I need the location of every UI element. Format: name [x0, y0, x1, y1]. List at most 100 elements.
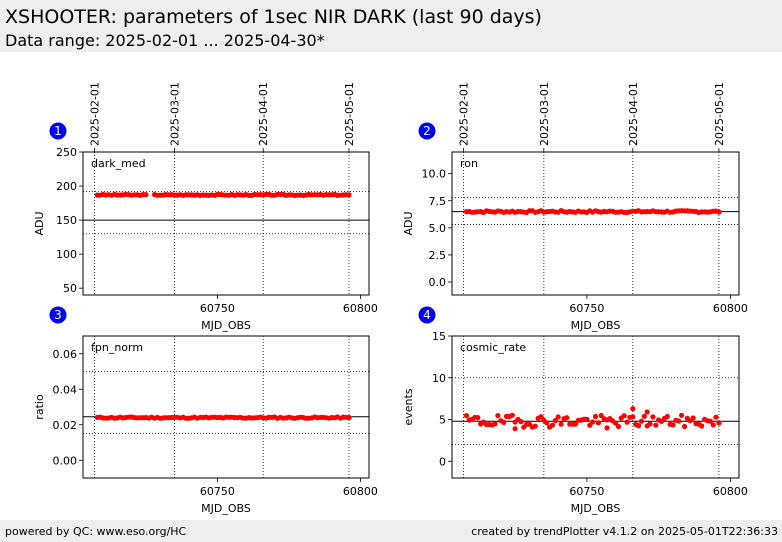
plot-frame	[82, 335, 370, 479]
panel-number-label: 1	[54, 124, 62, 138]
y-tick-label: 0.00	[53, 454, 78, 467]
plot-frame	[451, 335, 740, 479]
y-tick-label: 10.0	[422, 168, 447, 181]
panel-number-label: 2	[423, 124, 431, 138]
y-tick-label: 100	[56, 248, 77, 261]
data-point	[681, 423, 688, 430]
y-tick-label: 0.06	[53, 348, 78, 361]
data-point	[676, 418, 682, 424]
data-point	[495, 413, 501, 419]
data-point	[518, 419, 524, 425]
data-point	[532, 423, 538, 429]
y-tick-label: 200	[56, 180, 77, 193]
y-axis-label: ADU	[33, 211, 46, 235]
x-tick-label: 60750	[569, 485, 604, 498]
y-tick-label: 0.02	[53, 419, 78, 432]
data-point	[572, 421, 579, 427]
data-point	[512, 426, 518, 432]
data-point	[624, 419, 630, 425]
x-tick-label: 60800	[343, 302, 378, 315]
data-point	[615, 423, 622, 430]
data-point	[555, 414, 561, 420]
data-point	[664, 413, 670, 420]
data-point	[650, 414, 656, 420]
data-point	[564, 415, 570, 421]
data-point	[592, 413, 599, 420]
data-point	[492, 421, 498, 427]
x-tick-label: 60800	[713, 485, 748, 498]
date-tick-label: 2025-04-01	[257, 82, 270, 146]
x-tick-label: 60800	[343, 485, 378, 498]
y-tick-label: 10	[432, 372, 446, 385]
parameter-label: cosmic_rate	[460, 341, 526, 354]
panel-number-badge	[418, 306, 436, 324]
footer-credit: powered by QC: www.eso.org/HC	[5, 525, 187, 538]
panel-number-badge	[49, 306, 67, 324]
data-point	[346, 414, 352, 421]
data-point	[552, 418, 558, 424]
parameter-label: dark_med	[91, 157, 146, 170]
y-tick-label: 0.0	[429, 276, 447, 289]
x-axis-label: MJD_OBS	[571, 319, 621, 332]
data-point	[590, 419, 596, 425]
data-point	[558, 421, 564, 427]
footer-created: created by trendPlotter v4.1.2 on 2025-0…	[471, 525, 778, 538]
title-bar: XSHOOTER: parameters of 1sec NIR DARK (l…	[0, 0, 782, 52]
data-point	[621, 413, 627, 419]
data-point	[613, 420, 619, 426]
y-tick-label: 0	[439, 455, 446, 468]
date-tick-label: 2025-02-01	[88, 82, 101, 146]
data-point	[463, 413, 469, 419]
y-tick-label: 150	[56, 214, 77, 227]
data-point	[538, 414, 544, 420]
page-title: XSHOOTER: parameters of 1sec NIR DARK (l…	[5, 6, 542, 28]
x-axis-label: MJD_OBS	[201, 502, 251, 515]
panel-number-label: 4	[423, 308, 431, 322]
data-point	[475, 415, 481, 421]
data-point	[595, 420, 602, 426]
data-point	[143, 192, 149, 198]
page-subtitle: Data range: 2025-02-01 ... 2025-04-30*	[5, 31, 325, 50]
y-axis-label: ratio	[33, 394, 46, 420]
y-tick-label: 5.0	[429, 222, 447, 235]
data-point	[707, 418, 713, 424]
data-point	[690, 415, 696, 421]
x-axis-label: MJD_OBS	[201, 319, 251, 332]
data-point	[346, 192, 352, 198]
plot-frame	[82, 151, 370, 296]
parameter-label: fpn_norm	[91, 341, 143, 354]
data-point	[641, 413, 647, 419]
y-axis-label: ADU	[402, 211, 415, 235]
y-tick-label: 15	[432, 330, 446, 343]
date-tick-label: 2025-05-01	[713, 82, 726, 146]
data-point	[679, 412, 685, 418]
data-point	[630, 406, 636, 412]
date-tick-label: 2025-03-01	[169, 82, 182, 146]
data-point	[584, 416, 590, 422]
footer: powered by QC: www.eso.org/HC created by…	[0, 520, 782, 542]
chart-panel-ron: 2025-02-01 2025-03-01 2025-04-01 2025-05-01…	[402, 82, 748, 332]
y-tick-label: 0.04	[53, 383, 78, 396]
x-tick-label: 60800	[713, 302, 748, 315]
date-tick-label: 2025-02-01	[457, 82, 470, 146]
data-point	[647, 421, 653, 427]
y-tick-label: 2.5	[429, 249, 447, 262]
panel-number-label: 3	[54, 308, 62, 322]
data-point	[670, 422, 676, 428]
date-tick-label: 2025-05-01	[343, 82, 356, 146]
data-point	[638, 418, 645, 424]
data-point	[716, 209, 722, 215]
chart-panel-dark-med: 2025-02-01 2025-03-01 2025-04-01 2025-05-01…	[33, 82, 378, 332]
data-point	[604, 425, 610, 431]
date-tick-label: 2025-04-01	[627, 82, 640, 146]
x-axis-label: MJD_OBS	[571, 502, 621, 515]
y-axis-label: events	[402, 388, 415, 425]
data-point	[549, 422, 556, 428]
data-point	[509, 412, 515, 418]
data-point	[630, 414, 636, 420]
x-tick-label: 60750	[569, 302, 604, 315]
data-point	[716, 420, 722, 426]
panel-number-badge	[418, 122, 436, 140]
y-tick-label: 50	[63, 282, 77, 295]
